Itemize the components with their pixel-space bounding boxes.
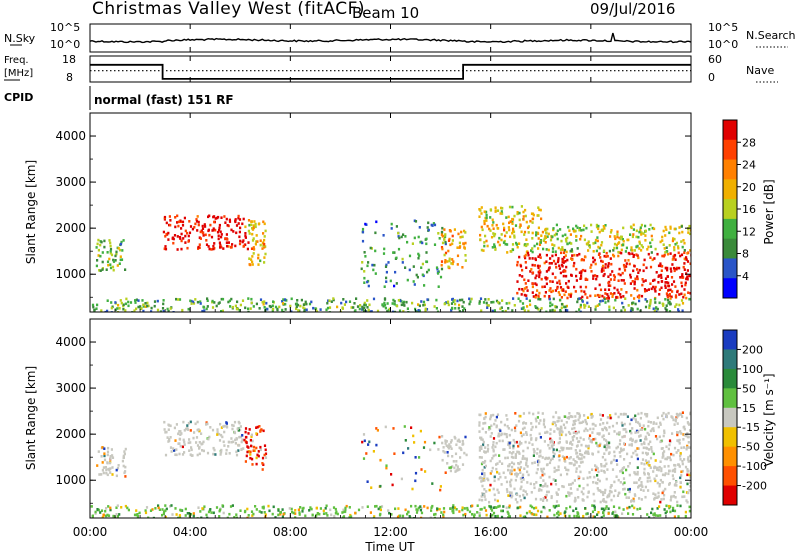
- colorbar-tick-label: 20: [742, 181, 756, 194]
- colorbar-tick-label: -200: [742, 480, 767, 493]
- colorbar-tick-label: -15: [742, 421, 760, 434]
- colorbar-swatch: [723, 179, 737, 200]
- colorbar-tick-label: 15: [742, 402, 756, 415]
- nave-right-label: Nave: [746, 64, 774, 77]
- freq-left-label-1: Freq.: [4, 55, 29, 66]
- y-tick-label: 4000: [55, 335, 86, 349]
- colorbar-swatch: [723, 258, 737, 279]
- colorbar-swatch: [723, 485, 737, 506]
- colorbar-tick-label: 4: [742, 270, 749, 283]
- y-tick-label: 1000: [55, 473, 86, 487]
- y-tick-label: 4000: [55, 129, 86, 143]
- colorbar-swatch: [723, 407, 737, 428]
- noise-panel: N.Sky 10^5 10^0 10^5 10^0 N.Search: [4, 21, 796, 53]
- colorbar-tick-label: 200: [742, 343, 763, 356]
- y-tick-label: 1000: [55, 267, 86, 281]
- colorbar-swatch: [723, 466, 737, 487]
- x-tick-label: 08:00: [273, 525, 308, 539]
- velocity-panel: Slant Range [km] 1000 2000 3000 4000 200 100…: [24, 318, 776, 519]
- x-axis-ticks: 00:00 04:00 08:00 12:00 16:00 20:00 00:00: [73, 24, 709, 539]
- colorbar-swatch: [723, 330, 737, 350]
- power-colorbar-label: Power [dB]: [762, 179, 776, 244]
- colorbar-swatch: [723, 427, 737, 448]
- velocity-colorbar-label: Velocity [m s⁻¹]: [762, 373, 776, 466]
- y-tick-label: 3000: [55, 175, 86, 189]
- beam-label: Beam 10: [352, 4, 419, 22]
- x-tick-label: 12:00: [373, 525, 408, 539]
- frequency-step-line: [90, 63, 691, 80]
- cpid-text: normal (fast) 151 RF: [94, 93, 234, 107]
- frequency-panel: Freq. [MHz] 18 8 60 0 Nave: [4, 53, 778, 84]
- power-panel: Slant Range [km] 1000 2000 3000 4000 28 24 20…: [24, 112, 776, 313]
- colorbar-tick-label: 50: [742, 382, 756, 395]
- nave-right-tick-top: 60: [708, 53, 722, 66]
- y-tick-label: 3000: [55, 381, 86, 395]
- velocity-y-ticks: 1000 2000 3000 4000: [55, 335, 691, 504]
- noise-right-label: N.Search: [746, 29, 796, 42]
- colorbar-swatch: [723, 388, 737, 409]
- colorbar-swatch: [723, 238, 737, 259]
- colorbar-tick-label: -100: [742, 460, 767, 473]
- colorbar-tick-label: 12: [742, 225, 756, 238]
- colorbar-tick-label: 28: [742, 136, 756, 149]
- colorbar-swatch: [723, 368, 737, 389]
- y-tick-label: 2000: [55, 427, 86, 441]
- colorbar-swatch: [723, 218, 737, 240]
- colorbar-tick-label: -50: [742, 441, 760, 454]
- y-tick-label: 2000: [55, 221, 86, 235]
- colorbar-tick-label: 16: [742, 203, 756, 216]
- colorbar-swatch: [723, 159, 737, 180]
- colorbar-swatch: [723, 199, 737, 220]
- x-tick-label: 16:00: [473, 525, 508, 539]
- colorbar-tick-label: 24: [742, 159, 756, 172]
- power-y-ticks: 1000 2000 3000 4000: [55, 129, 691, 298]
- power-colorbar: 28 24 20 16 12 8 4: [722, 119, 756, 299]
- power-scatter: [91, 205, 691, 312]
- colorbar-swatch: [723, 139, 737, 161]
- colorbar-tick-label: 100: [742, 363, 763, 376]
- nave-right-tick-bottom: 0: [708, 71, 715, 84]
- freq-left-tick-top: 18: [62, 53, 76, 66]
- noise-right-tick-bottom: 10^0: [708, 38, 738, 51]
- x-tick-label: 00:00: [73, 525, 108, 539]
- velocity-colorbar: 200 100 50 15 -15 -50 -100 -200: [722, 329, 767, 506]
- date-label: 09/Jul/2016: [590, 0, 675, 18]
- noise-left-tick-bottom: 10^0: [50, 38, 80, 51]
- x-axis-label: Time UT: [364, 540, 415, 554]
- freq-left-label-2: [MHz]: [4, 68, 33, 79]
- velocity-scatter: [90, 411, 691, 518]
- colorbar-swatch: [723, 349, 737, 370]
- freq-left-tick-bottom: 8: [66, 71, 73, 84]
- colorbar-tick-label: 8: [742, 248, 749, 261]
- x-tick-label: 04:00: [173, 525, 208, 539]
- colorbar-swatch: [723, 446, 737, 467]
- colorbar-swatch: [723, 278, 737, 299]
- noise-sky-trace: [89, 32, 692, 44]
- velocity-ylabel: Slant Range [km]: [24, 366, 38, 470]
- x-tick-label: 20:00: [574, 525, 609, 539]
- power-ylabel: Slant Range [km]: [24, 160, 38, 264]
- cpid-label: CPID: [4, 91, 33, 104]
- noise-right-tick-top: 10^5: [708, 21, 738, 34]
- chart-title: Christmas Valley West (fitACF): [92, 0, 365, 19]
- cpid-row: CPID normal (fast) 151 RF: [4, 86, 234, 110]
- colorbar-swatch: [723, 120, 737, 141]
- noise-left-label: N.Sky: [4, 32, 36, 45]
- noise-left-tick-top: 10^5: [50, 21, 80, 34]
- x-tick-label: 00:00: [674, 525, 709, 539]
